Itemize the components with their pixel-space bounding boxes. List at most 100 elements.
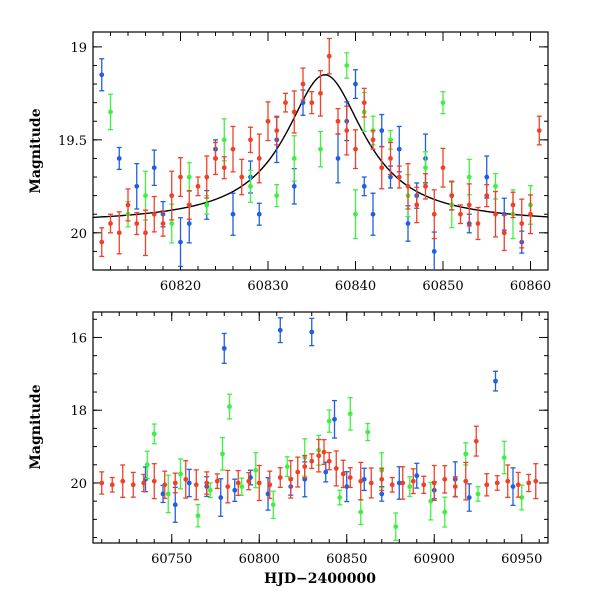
x-tick-label: 60800 bbox=[239, 552, 280, 567]
red-data-point bbox=[335, 118, 341, 124]
green-data-point bbox=[274, 193, 280, 199]
blue-data-point bbox=[99, 72, 105, 78]
red-data-point bbox=[458, 211, 463, 217]
red-data-point bbox=[396, 174, 402, 180]
green-data-point bbox=[178, 471, 183, 477]
green-data-point bbox=[442, 509, 448, 515]
red-data-point bbox=[204, 480, 210, 486]
top-panel-data-points bbox=[99, 37, 542, 270]
green-data-point bbox=[253, 467, 259, 473]
green-data-point bbox=[353, 211, 358, 217]
red-data-point bbox=[309, 458, 315, 464]
x-tick-label: 60900 bbox=[414, 552, 455, 567]
green-data-point bbox=[165, 491, 171, 497]
top-panel: 60820 60830 60840 60850 60860 19 19.5 20 Magnit… bbox=[28, 31, 551, 294]
green-data-point bbox=[493, 183, 498, 189]
x-tick-label: 60750 bbox=[151, 552, 192, 567]
blue-data-point bbox=[300, 100, 306, 106]
red-data-point bbox=[230, 146, 236, 152]
red-data-point bbox=[440, 165, 446, 171]
red-data-point bbox=[193, 482, 199, 488]
red-data-point bbox=[326, 53, 332, 59]
top-panel-ticks bbox=[92, 32, 549, 271]
green-data-point bbox=[423, 165, 428, 171]
red-data-point bbox=[318, 90, 323, 96]
red-data-point bbox=[274, 128, 280, 133]
blue-data-point bbox=[186, 480, 192, 486]
red-data-point bbox=[379, 476, 385, 482]
red-data-point bbox=[195, 183, 201, 189]
green-data-point bbox=[207, 487, 213, 493]
x-tick-label: 60860 bbox=[510, 279, 551, 294]
green-data-point bbox=[388, 137, 393, 143]
red-data-point bbox=[510, 202, 516, 208]
red-data-point bbox=[309, 100, 315, 106]
red-data-point bbox=[239, 174, 245, 180]
blue-data-point bbox=[431, 249, 437, 254]
red-data-point bbox=[410, 478, 416, 484]
blue-data-point bbox=[172, 502, 178, 508]
red-data-point bbox=[431, 211, 437, 217]
x-tick-label: 60850 bbox=[326, 552, 367, 567]
red-data-point bbox=[225, 484, 231, 490]
red-data-point bbox=[256, 480, 262, 486]
red-data-point bbox=[528, 211, 533, 217]
red-data-point bbox=[533, 478, 539, 484]
green-data-point bbox=[239, 484, 245, 490]
red-data-point bbox=[400, 480, 406, 486]
green-data-point bbox=[227, 404, 232, 409]
green-data-point bbox=[466, 174, 472, 180]
red-data-point bbox=[353, 146, 358, 152]
red-data-point bbox=[493, 211, 498, 217]
red-data-point bbox=[449, 193, 455, 199]
red-data-point bbox=[172, 480, 178, 486]
red-data-point bbox=[475, 221, 481, 226]
blue-data-point bbox=[353, 81, 358, 87]
blue-data-point bbox=[493, 378, 498, 384]
top-panel-ylabel: Magnitude bbox=[28, 108, 44, 193]
red-data-point bbox=[515, 482, 521, 488]
green-data-point bbox=[337, 495, 343, 500]
red-data-point bbox=[361, 100, 367, 106]
green-data-point bbox=[221, 137, 227, 143]
red-data-point bbox=[283, 100, 288, 106]
points-clip-group bbox=[99, 317, 539, 541]
red-data-point bbox=[347, 475, 353, 480]
red-data-point bbox=[295, 469, 301, 475]
blue-data-point bbox=[370, 211, 376, 217]
blue-data-point bbox=[218, 495, 224, 500]
red-data-point bbox=[246, 478, 252, 484]
red-data-point bbox=[169, 193, 175, 199]
green-data-point bbox=[347, 411, 353, 417]
red-data-point bbox=[536, 128, 542, 133]
red-data-point bbox=[130, 482, 136, 488]
blue-data-point bbox=[291, 183, 297, 189]
red-data-point bbox=[431, 480, 437, 486]
red-data-point bbox=[162, 482, 168, 488]
y-tick-label: 20 bbox=[70, 477, 87, 492]
red-data-point bbox=[151, 478, 157, 484]
blue-data-point bbox=[186, 221, 192, 226]
red-data-point bbox=[267, 482, 273, 488]
green-data-point bbox=[463, 451, 469, 457]
green-data-point bbox=[169, 221, 175, 226]
bottom-panel: 60750 60800 60850 60900 60950 16 18 20 Magnitud… bbox=[28, 311, 549, 587]
red-data-point bbox=[484, 193, 490, 199]
green-data-point bbox=[440, 100, 446, 106]
blue-data-point bbox=[256, 211, 262, 217]
red-data-point bbox=[316, 453, 322, 459]
bottom-panel-xlabel: HJD−2400000 bbox=[264, 571, 376, 587]
blue-data-point bbox=[484, 174, 490, 180]
red-data-point bbox=[333, 466, 339, 471]
green-data-point bbox=[248, 183, 253, 189]
red-data-point bbox=[501, 230, 507, 236]
red-data-point bbox=[151, 211, 157, 217]
blue-data-point bbox=[510, 484, 516, 490]
green-data-point bbox=[318, 146, 323, 152]
red-data-point bbox=[340, 471, 346, 477]
x-tick-label: 60830 bbox=[247, 279, 288, 294]
y-tick-label: 19 bbox=[70, 41, 87, 56]
red-data-point bbox=[116, 230, 122, 236]
blue-data-point bbox=[388, 174, 393, 180]
